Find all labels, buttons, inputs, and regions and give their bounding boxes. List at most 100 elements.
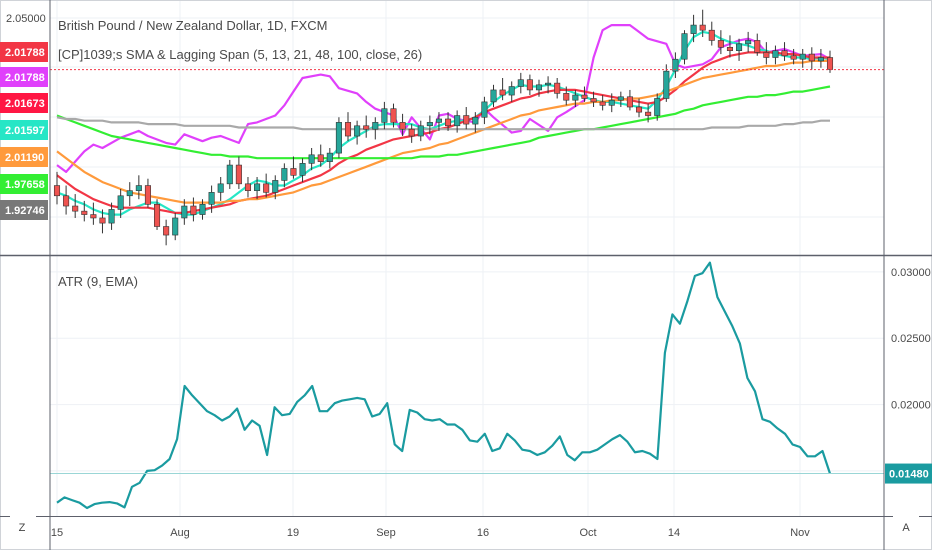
price-badge xyxy=(0,200,48,220)
candle-body xyxy=(290,168,297,176)
candle-body xyxy=(135,185,142,191)
candle-body xyxy=(717,40,724,48)
candle-body xyxy=(754,40,761,53)
a-button-label[interactable]: A xyxy=(902,522,910,534)
a-button[interactable] xyxy=(893,514,919,540)
price-tick-label: 2.05000 xyxy=(6,13,46,25)
candle-body xyxy=(53,185,61,197)
candle-body xyxy=(645,111,652,116)
candle-body xyxy=(408,128,415,137)
candle-body xyxy=(99,217,106,224)
candle-body xyxy=(108,209,115,224)
date-tick-label: 16 xyxy=(477,527,489,539)
candle-body xyxy=(144,185,151,205)
candle-body xyxy=(326,152,333,162)
price-badge xyxy=(0,67,48,87)
candle-body xyxy=(181,205,188,219)
candle-body xyxy=(508,86,515,96)
candle-body xyxy=(263,183,270,193)
candle-body xyxy=(154,204,161,227)
price-badge xyxy=(0,93,48,113)
axis-labels: 0.03000 0.02500 0.02000 0.01480 15 Aug 19 Sep 16… xyxy=(51,267,932,539)
date-tick-label: 19 xyxy=(287,527,299,539)
price-badges: 2.05000 2.01788 2.01788 2.01673 2.01597 2.011… xyxy=(0,13,48,220)
candle-body xyxy=(399,122,406,130)
chart-title: British Pound / New Zealand Dollar, 1D, … xyxy=(58,18,328,33)
candle-body xyxy=(708,29,715,41)
candle-body xyxy=(463,115,470,125)
candle-body xyxy=(199,204,206,215)
candle-body xyxy=(435,118,442,123)
date-tick-label: Aug xyxy=(170,527,190,539)
candle-body xyxy=(72,205,79,212)
candle-body xyxy=(299,163,306,176)
study-label[interactable]: [CP]1039;s SMA & Lagging Span (5, 13, 21… xyxy=(58,47,422,62)
candle-body xyxy=(254,183,261,191)
candle-body xyxy=(526,79,533,91)
atr-last-label: 0.01480 xyxy=(889,469,929,481)
candle-body xyxy=(745,40,752,45)
candle-body xyxy=(763,52,770,58)
atr-tick-label: 0.02500 xyxy=(891,333,931,345)
ma-line xyxy=(56,116,830,131)
atr-tick-label: 0.02000 xyxy=(891,400,931,412)
date-tick-label: Oct xyxy=(579,527,596,539)
candle-body xyxy=(490,89,497,103)
candle-body xyxy=(699,24,706,31)
atr-pane[interactable] xyxy=(50,261,884,510)
price-badge-label: 2.01788 xyxy=(5,47,45,59)
candle-body xyxy=(117,195,124,210)
candle-body xyxy=(426,122,433,127)
candle-body xyxy=(617,96,624,101)
price-badge-label: 2.01788 xyxy=(5,72,45,84)
atr-tick-label: 0.03000 xyxy=(891,267,931,279)
candle-body xyxy=(90,214,97,219)
price-badge xyxy=(0,147,48,167)
candle-body xyxy=(272,180,279,193)
candle-body xyxy=(172,217,179,236)
ma-line xyxy=(56,85,831,160)
candle-body xyxy=(690,24,697,34)
ma-line xyxy=(56,24,831,173)
candle-body xyxy=(736,43,743,51)
z-button[interactable] xyxy=(10,514,36,540)
candle-body xyxy=(381,108,388,123)
date-tick-label: 14 xyxy=(668,527,680,539)
candle-body xyxy=(535,84,543,91)
candle-body xyxy=(817,57,824,62)
candle-body xyxy=(772,50,779,58)
candle-body xyxy=(317,154,324,162)
candle-body xyxy=(208,192,215,205)
atr-last-badge xyxy=(885,463,932,484)
candle-body xyxy=(163,226,170,236)
candle-body xyxy=(344,122,352,137)
candle-body xyxy=(190,205,197,215)
atr-label[interactable]: ATR (9, EMA) xyxy=(58,274,138,289)
candle-body xyxy=(363,125,370,130)
price-badge xyxy=(0,174,48,194)
candle-body xyxy=(726,46,733,51)
candle-body xyxy=(581,94,588,99)
candle-body xyxy=(590,98,597,103)
price-pane[interactable] xyxy=(50,9,884,246)
candle-body xyxy=(626,96,633,108)
z-button-label[interactable]: Z xyxy=(19,522,26,534)
candle-body xyxy=(454,115,461,127)
candle-body xyxy=(244,183,252,191)
price-badge-label: 2.01597 xyxy=(5,125,45,137)
candle-body xyxy=(545,82,552,86)
candle-body xyxy=(445,118,452,127)
price-badge-label: 2.01673 xyxy=(5,98,45,110)
candle-body xyxy=(417,125,424,137)
candle-body xyxy=(281,168,288,181)
price-badge xyxy=(0,42,48,62)
candle-body xyxy=(654,98,661,116)
price-badge xyxy=(0,120,48,140)
date-tick-label: Nov xyxy=(790,527,810,539)
candle-body xyxy=(354,125,361,137)
candle-body xyxy=(63,195,70,207)
candle-body xyxy=(599,101,606,106)
